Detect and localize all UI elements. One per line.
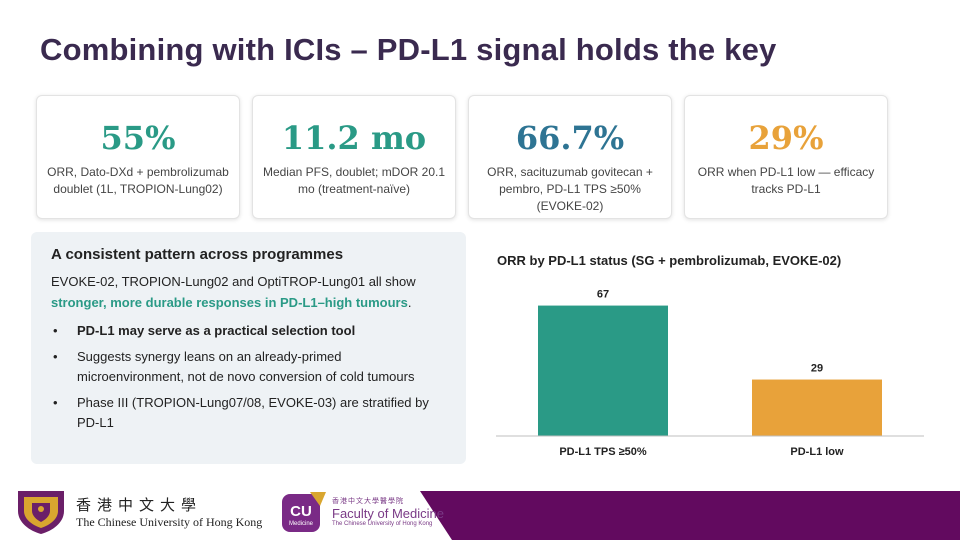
stat-description: ORR when PD-L1 low — efficacy tracks PD-… <box>697 165 875 196</box>
stat-value: 11.2 mo <box>281 119 427 157</box>
intro-text: EVOKE-02, TROPION-Lung02 and OptiTROP-Lu… <box>51 274 416 289</box>
bullet-icon: • <box>53 349 58 364</box>
footer-band <box>420 491 960 540</box>
medicine-university-name: The Chinese University of Hong Kong <box>332 521 433 527</box>
stat-value: 55% <box>100 119 176 157</box>
category-label-1: PD-L1 TPS ≥50% <box>559 446 647 458</box>
bullet-icon: • <box>53 395 58 410</box>
bar-1 <box>538 305 668 436</box>
intro-end: . <box>407 295 412 310</box>
list-item: • Phase III (TROPION-Lung07/08, EVOKE-03)… <box>53 395 429 430</box>
medicine-chinese-name: 香港中文大學醫學院 <box>332 498 404 505</box>
stat-description: ORR, Dato-DXd + pembrolizumab doublet (1… <box>47 165 229 196</box>
stat-value: 29% <box>748 119 824 157</box>
stat-card-median-pfs: 11.2 mo Median PFS, doublet; mDOR 20.1 m… <box>252 95 456 219</box>
cuhk-english-name: The Chinese University of Hong Kong <box>76 515 263 529</box>
panel-heading: A consistent pattern across programmes <box>51 246 344 263</box>
bullet-list: • PD-L1 may serve as a practical selectio… <box>51 321 446 433</box>
cuhk-chinese-name: 香港中文大學 <box>76 496 203 514</box>
stat-card-orr-pdl1-low: 29% ORR when PD-L1 low — efficacy tracks… <box>684 95 888 219</box>
orr-bar-chart: 67 PD-L1 TPS ≥50% 29 PD-L1 low <box>496 289 924 458</box>
slide-title: Combining with ICIs – PD-L1 signal holds… <box>40 32 777 67</box>
data-label-2: 29 <box>811 363 823 375</box>
bar-2 <box>752 379 882 436</box>
pattern-panel: A consistent pattern across programmes E… <box>31 232 466 464</box>
stat-description: ORR, sacituzumab govitecan + pembro, PD-… <box>487 165 653 213</box>
panel-intro: EVOKE-02, TROPION-Lung02 and OptiTROP-Lu… <box>51 271 446 313</box>
intro-highlight: stronger, more durable responses in PD-L… <box>51 295 408 310</box>
logo-badge-text: CU <box>290 503 312 520</box>
stat-card-orr-doublet: 55% ORR, Dato-DXd + pembrolizumab double… <box>36 95 240 219</box>
cuhk-crest-icon <box>18 491 64 534</box>
cu-medicine-logo-icon: CU Medicine <box>282 492 326 532</box>
stat-value: 66.7% <box>515 119 625 157</box>
chart-title: ORR by PD-L1 status (SG + pembrolizumab,… <box>497 253 842 268</box>
stat-description: Median PFS, doublet; mDOR 20.1 mo (treat… <box>262 165 446 196</box>
bullet-icon: • <box>53 323 58 338</box>
list-item: • Suggests synergy leans on an already-pr… <box>53 349 415 384</box>
category-label-2: PD-L1 low <box>790 446 844 458</box>
medicine-english-name: Faculty of Medicine <box>332 506 444 521</box>
list-item: • PD-L1 may serve as a practical selectio… <box>51 321 446 341</box>
logo-badge-subtext: Medicine <box>289 521 314 527</box>
stat-card-orr-sg-pembro: 66.7% ORR, sacituzumab govitecan + pembr… <box>468 95 672 219</box>
data-label-1: 67 <box>597 289 609 301</box>
